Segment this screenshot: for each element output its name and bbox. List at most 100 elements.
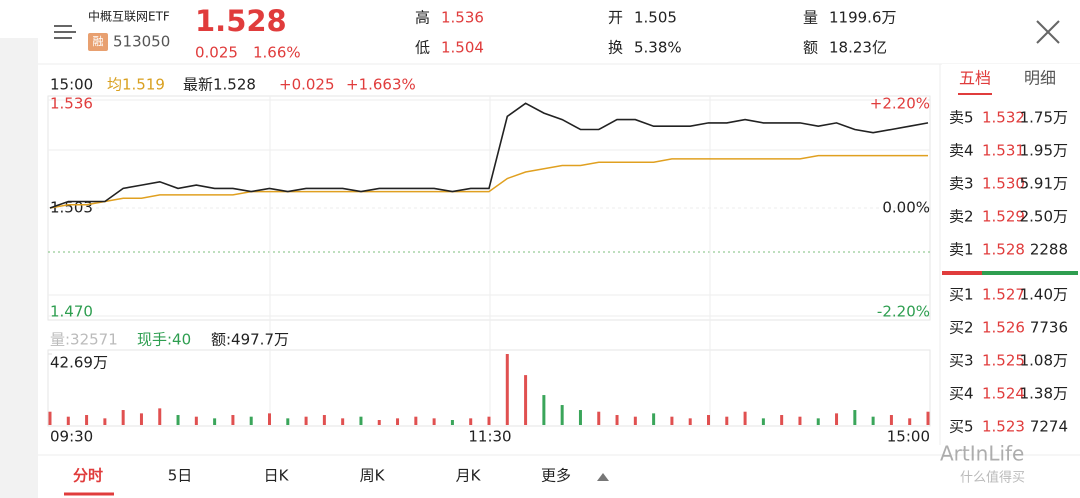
vol-bar: [139, 413, 143, 425]
tab-five[interactable]: 五档: [959, 69, 991, 88]
vol-bar: [578, 410, 582, 425]
vol-bar: [194, 416, 198, 425]
stat-label: 换: [608, 39, 623, 57]
vol-bar: [798, 416, 802, 425]
vol-bar: [450, 420, 454, 425]
vol-bar: [48, 411, 52, 425]
avg-line: [49, 154, 928, 209]
code: 513050: [113, 33, 170, 51]
vol-bar: [85, 415, 89, 425]
vol-bar: [377, 420, 381, 425]
ob-price: 1.523: [982, 418, 1025, 436]
menu-icon[interactable]: [54, 25, 76, 39]
vol-bar: [121, 410, 125, 425]
ob-label: 卖1: [949, 241, 974, 259]
y-tick-label: 1.470: [50, 303, 93, 321]
stat-value: 1.504: [441, 39, 484, 57]
stat-label: 量: [803, 9, 818, 27]
vol-bar: [835, 413, 839, 425]
watermark: 什么值得买: [960, 470, 1025, 486]
ob-label: 卖4: [949, 142, 974, 160]
vol-bar: [176, 415, 180, 425]
ob-vol: 2.50万: [1020, 208, 1068, 226]
vol-bar: [670, 416, 674, 425]
vol-bar: [158, 408, 162, 425]
stat-label: 开: [608, 9, 623, 27]
info-latest: 最新1.528: [183, 76, 256, 94]
ob-label: 卖5: [949, 109, 974, 127]
info-time: 15:00: [50, 76, 93, 94]
stat-value: 5.38%: [634, 39, 682, 57]
vol-bar: [469, 418, 473, 425]
ob-vol: 1.38万: [1020, 385, 1068, 403]
y-tick-label: 1.536: [50, 95, 93, 113]
y2-tick-label: 0.00%: [882, 199, 930, 217]
stat-value: 18.23亿: [829, 39, 887, 57]
ob-price: 1.529: [982, 208, 1025, 226]
price: 1.528: [195, 4, 287, 38]
watermark: ArtInLife: [940, 442, 1024, 466]
ob-price: 1.530: [982, 175, 1025, 193]
vol-bar: [487, 416, 491, 425]
x-tick-label: 15:00: [887, 428, 930, 446]
x-tick-label: 09:30: [50, 428, 93, 446]
vol-bar: [926, 411, 930, 425]
ob-price: 1.528: [982, 241, 1025, 259]
close-button[interactable]: [1036, 20, 1060, 44]
change-pct: 1.66%: [253, 44, 301, 62]
orderbook: [942, 64, 1080, 464]
ob-price: 1.525: [982, 352, 1025, 370]
vol-bar: [249, 416, 253, 425]
ob-label: 卖3: [949, 175, 974, 193]
tab[interactable]: 月K: [456, 467, 482, 485]
v-grid: [269, 96, 711, 426]
vol-bar: [304, 416, 308, 425]
vol-bar: [743, 411, 747, 425]
tab[interactable]: 周K: [360, 467, 386, 485]
ob-vol: 1.40万: [1020, 286, 1068, 304]
y-tick-label: 1.503: [50, 199, 93, 217]
vol-bar: [213, 418, 217, 425]
ob-bar-bid: [982, 271, 1078, 275]
ob-vol: 1.08万: [1020, 352, 1068, 370]
ob-label: 卖2: [949, 208, 974, 226]
vol-bar: [542, 395, 546, 425]
vol-bar: [268, 413, 271, 425]
ob-price: 1.526: [982, 319, 1025, 337]
vol-bar: [908, 418, 912, 425]
vol-bar: [871, 416, 875, 425]
vol-bar: [889, 415, 893, 425]
tab-detail[interactable]: 明细: [1024, 69, 1056, 88]
tab[interactable]: 更多: [541, 467, 571, 485]
info-pct: +1.663%: [346, 76, 416, 94]
stat-label: 低: [415, 39, 430, 57]
name: 中概互联网ETF: [88, 9, 170, 24]
stat-label: 额: [803, 39, 818, 57]
vol-tick-label: 42.69万: [50, 354, 108, 372]
tab[interactable]: 5日: [168, 467, 193, 485]
tab[interactable]: 分时: [73, 467, 103, 485]
vol-bar: [66, 416, 70, 425]
ob-label: 买5: [949, 418, 974, 436]
ob-price: 1.531: [982, 142, 1025, 160]
stat-value: 1.536: [441, 9, 484, 27]
y2-tick-label: -2.20%: [877, 303, 930, 321]
ob-vol: 5.91万: [1020, 175, 1068, 193]
vol-bar: [853, 410, 857, 425]
vol-bar: [816, 418, 820, 425]
ob-label: 买1: [949, 286, 974, 304]
vol-bar: [286, 418, 290, 425]
vol-bar: [396, 418, 400, 425]
ob-vol: 2288: [1030, 241, 1068, 259]
ob-vol: 1.75万: [1020, 109, 1068, 127]
vol-bar: [414, 416, 418, 425]
tab[interactable]: 日K: [264, 467, 290, 485]
vol-bar: [688, 418, 692, 425]
info-change: +0.025: [279, 76, 335, 94]
vol-bar: [560, 405, 564, 425]
vol-bar: [707, 415, 710, 425]
ob-bar-ask: [942, 271, 982, 275]
vol-bar: [633, 416, 637, 425]
vol-bar: [524, 375, 528, 425]
